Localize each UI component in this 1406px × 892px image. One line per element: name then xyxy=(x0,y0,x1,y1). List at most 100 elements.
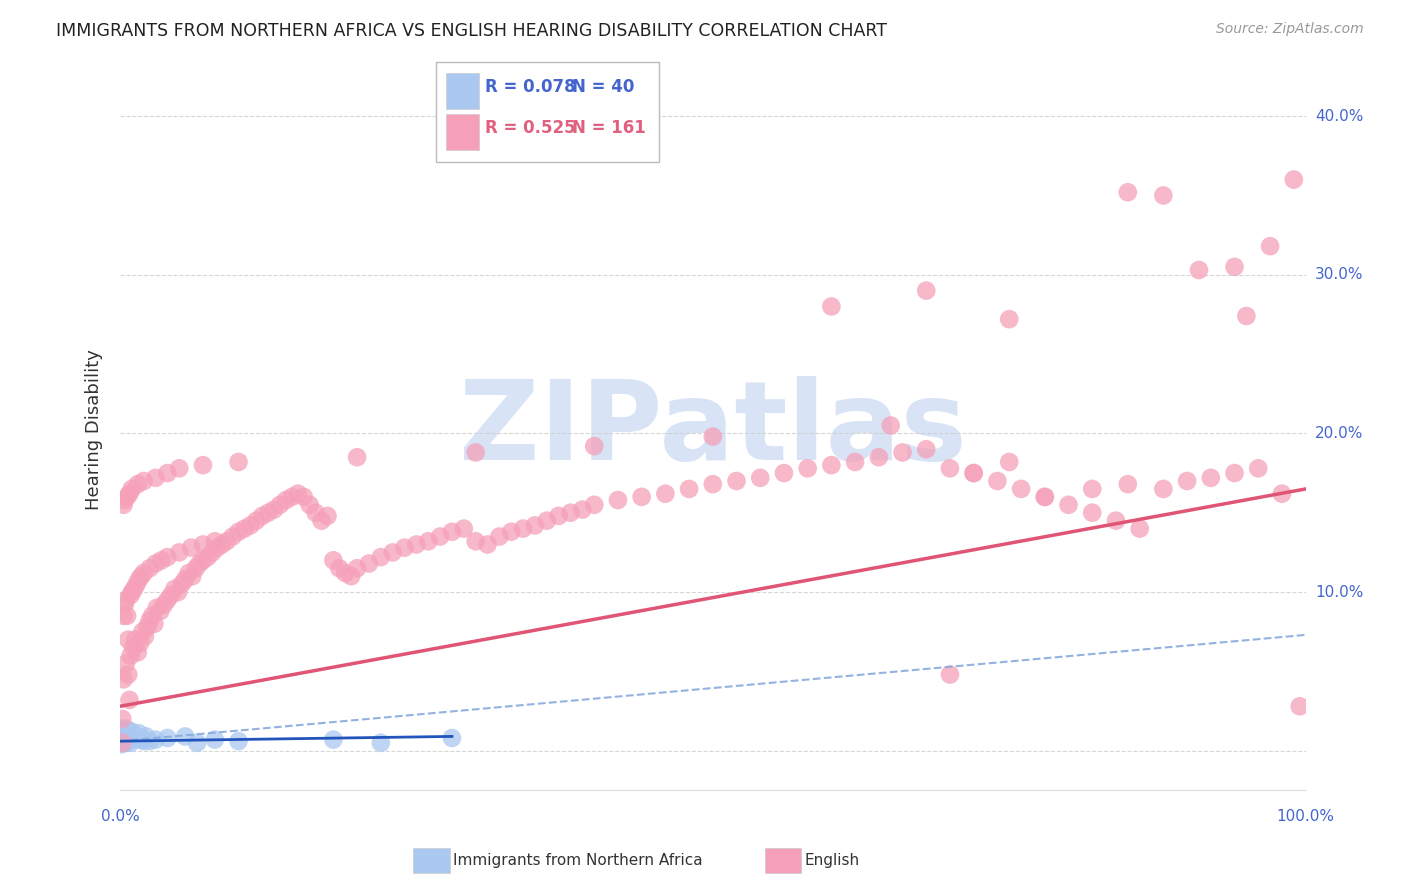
Point xyxy=(120,728,142,742)
Point xyxy=(156,731,179,745)
Point xyxy=(184,561,207,575)
Point xyxy=(239,518,262,533)
Point xyxy=(150,553,173,567)
Text: 10.0%: 10.0% xyxy=(1315,584,1364,599)
Point xyxy=(174,573,197,587)
Point xyxy=(405,537,427,551)
Point xyxy=(120,648,142,663)
Point xyxy=(228,455,250,469)
Point xyxy=(915,284,938,298)
Point xyxy=(269,498,291,512)
Point xyxy=(1258,239,1281,253)
Point xyxy=(138,614,160,628)
Point xyxy=(112,723,135,737)
Point xyxy=(998,455,1021,469)
Point xyxy=(986,474,1008,488)
Point xyxy=(114,493,136,508)
Point xyxy=(117,632,139,647)
Point xyxy=(122,640,145,655)
Point xyxy=(132,734,155,748)
Point xyxy=(630,490,652,504)
Point xyxy=(381,545,404,559)
Point xyxy=(418,534,440,549)
Point xyxy=(891,445,914,459)
Point xyxy=(311,514,333,528)
Point xyxy=(122,732,145,747)
Point xyxy=(357,557,380,571)
Point xyxy=(149,604,172,618)
Text: Immigrants from Northern Africa: Immigrants from Northern Africa xyxy=(453,854,703,868)
Point xyxy=(191,537,214,551)
Point xyxy=(1175,474,1198,488)
Point xyxy=(114,734,136,748)
Point xyxy=(112,608,135,623)
Point xyxy=(167,585,190,599)
Point xyxy=(117,731,139,745)
Text: 20.0%: 20.0% xyxy=(1315,425,1364,441)
Point xyxy=(115,608,138,623)
Y-axis label: Hearing Disability: Hearing Disability xyxy=(86,349,103,510)
Point xyxy=(138,734,160,748)
Text: Source: ZipAtlas.com: Source: ZipAtlas.com xyxy=(1216,22,1364,37)
Point xyxy=(939,461,962,475)
Point xyxy=(115,730,138,744)
Point xyxy=(560,506,582,520)
Point xyxy=(112,673,135,687)
Point xyxy=(571,502,593,516)
Point xyxy=(1081,506,1104,520)
Point xyxy=(464,534,486,549)
Point xyxy=(111,712,134,726)
Point xyxy=(115,593,138,607)
Point xyxy=(328,561,350,575)
Text: 30.0%: 30.0% xyxy=(1315,268,1364,282)
Text: 40.0%: 40.0% xyxy=(1315,109,1364,124)
Point xyxy=(181,569,204,583)
Point xyxy=(122,582,145,596)
Point xyxy=(702,429,724,443)
Point xyxy=(228,524,250,539)
Point xyxy=(115,657,138,671)
Point xyxy=(204,732,226,747)
Point xyxy=(132,474,155,488)
Point xyxy=(127,645,149,659)
Point xyxy=(118,732,141,747)
Point xyxy=(583,439,606,453)
Point xyxy=(370,550,392,565)
Point xyxy=(197,550,219,565)
Point xyxy=(115,726,138,740)
Point xyxy=(440,731,463,745)
Point xyxy=(167,545,190,559)
Point xyxy=(131,624,153,639)
Point xyxy=(131,732,153,747)
Point xyxy=(110,737,132,751)
Point xyxy=(136,620,159,634)
Point xyxy=(188,557,211,571)
Point xyxy=(129,636,152,650)
Point xyxy=(547,508,569,523)
Point xyxy=(725,474,748,488)
Point xyxy=(156,593,179,607)
Point xyxy=(132,566,155,580)
Point xyxy=(135,730,157,744)
Point xyxy=(1033,490,1056,504)
Point xyxy=(112,730,135,744)
Point xyxy=(131,569,153,583)
Point xyxy=(118,693,141,707)
Point xyxy=(112,736,135,750)
Point xyxy=(124,730,146,744)
Point xyxy=(180,541,202,555)
Point xyxy=(170,577,193,591)
Point xyxy=(120,736,142,750)
Point xyxy=(820,300,842,314)
Point xyxy=(868,450,890,465)
Point xyxy=(114,722,136,736)
Point xyxy=(678,482,700,496)
Point xyxy=(844,455,866,469)
Point xyxy=(1223,260,1246,274)
Point xyxy=(117,667,139,681)
Point xyxy=(440,524,463,539)
Point xyxy=(127,477,149,491)
Point xyxy=(523,518,546,533)
Point xyxy=(257,506,280,520)
Point xyxy=(322,732,344,747)
